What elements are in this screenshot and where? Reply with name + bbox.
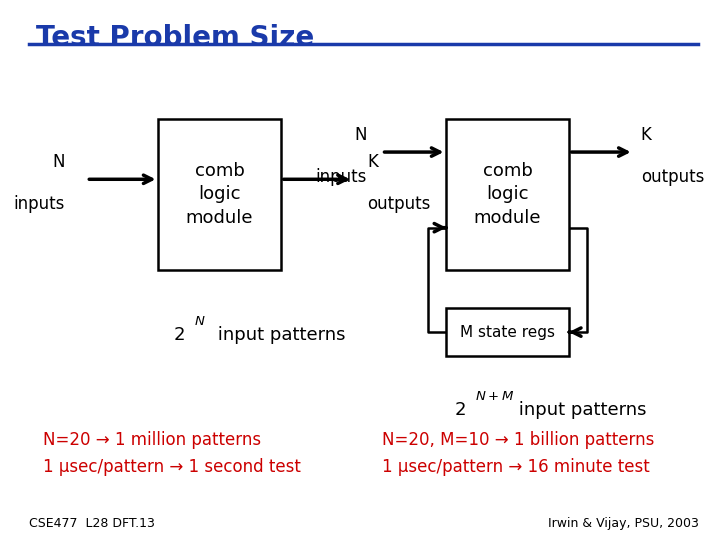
Text: comb
logic
module: comb logic module	[474, 162, 541, 227]
Text: N=20 → 1 million patterns: N=20 → 1 million patterns	[43, 431, 261, 449]
Text: comb
logic
module: comb logic module	[186, 162, 253, 227]
Text: N: N	[53, 153, 65, 171]
Text: Irwin & Vijay, PSU, 2003: Irwin & Vijay, PSU, 2003	[547, 517, 698, 530]
Text: inputs: inputs	[316, 168, 367, 186]
Text: 1 μsec/pattern → 16 minute test: 1 μsec/pattern → 16 minute test	[382, 458, 649, 476]
Bar	[446, 119, 569, 270]
Text: $N$: $N$	[194, 315, 206, 328]
Text: outputs: outputs	[367, 195, 431, 213]
Text: K: K	[367, 153, 378, 171]
Text: CSE477  L28 DFT.13: CSE477 L28 DFT.13	[29, 517, 155, 530]
Text: $2$: $2$	[173, 326, 184, 344]
Text: $N+M$: $N+M$	[475, 390, 515, 403]
Text: Test Problem Size: Test Problem Size	[36, 24, 314, 52]
Text: $2$: $2$	[454, 401, 465, 420]
Text: outputs: outputs	[641, 168, 704, 186]
Text: K: K	[641, 126, 652, 144]
Text: N=20, M=10 → 1 billion patterns: N=20, M=10 → 1 billion patterns	[382, 431, 654, 449]
Text: inputs: inputs	[14, 195, 65, 213]
Text: N: N	[355, 126, 367, 144]
Bar	[446, 308, 569, 356]
Bar	[158, 119, 281, 270]
Text: input patterns: input patterns	[212, 326, 346, 344]
Text: M state regs: M state regs	[460, 325, 555, 340]
Text: input patterns: input patterns	[513, 401, 646, 420]
Text: 1 μsec/pattern → 1 second test: 1 μsec/pattern → 1 second test	[43, 458, 301, 476]
